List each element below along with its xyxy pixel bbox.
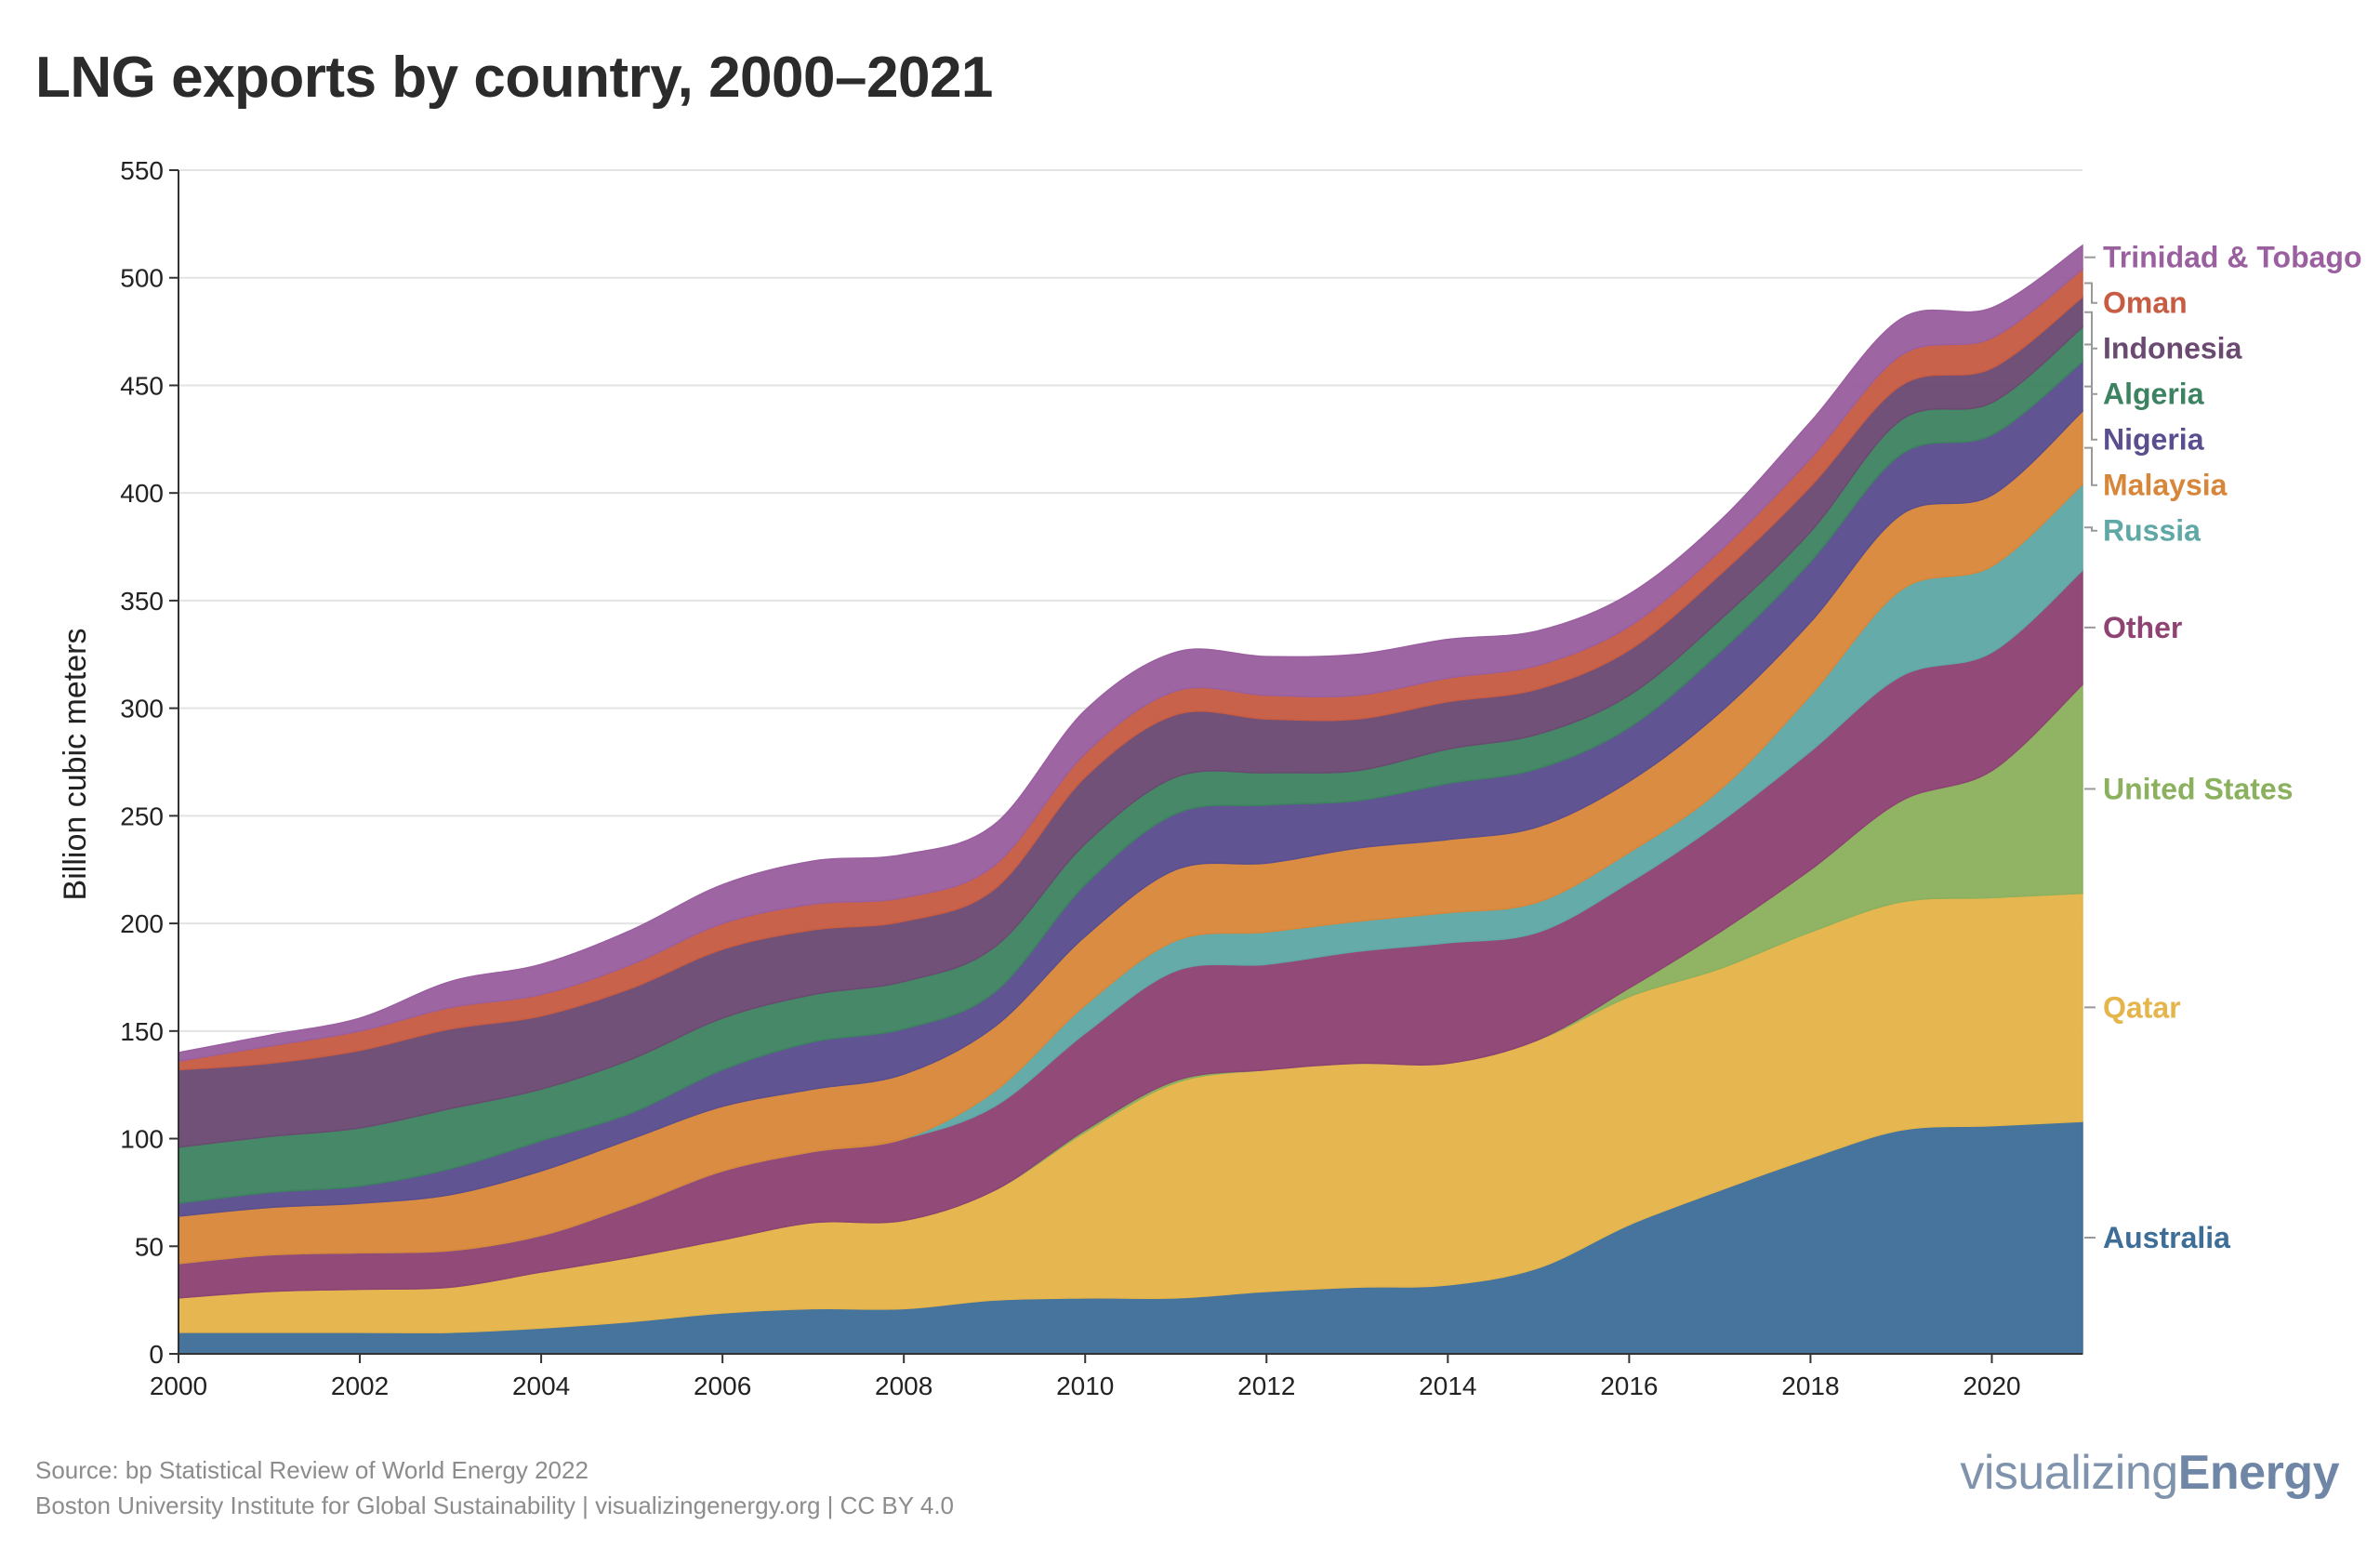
x-tick-label: 2014 — [1419, 1372, 1476, 1400]
label-leader-line — [2084, 385, 2097, 441]
series-label-trinidad-tobago: Trinidad & Tobago — [2103, 241, 2362, 274]
series-label-qatar: Qatar — [2103, 990, 2181, 1024]
axes: 0 50 100 150 200 250 300 350 400 450 500 550 2000 200… — [120, 156, 2082, 1400]
y-tick-label: 350 — [120, 587, 164, 616]
label-leader-line — [2084, 343, 2097, 395]
series-label-malaysia: Malaysia — [2103, 469, 2228, 502]
y-tick-label: 550 — [120, 156, 164, 185]
x-tick-label: 2006 — [694, 1372, 751, 1400]
series-label-algeria: Algeria — [2103, 378, 2204, 411]
x-tick-label: 2008 — [875, 1372, 932, 1400]
brand-bold-text: Energy — [2177, 1446, 2340, 1500]
y-tick-label: 150 — [120, 1017, 164, 1046]
credit-note: Boston University Institute for Global S… — [35, 1491, 955, 1519]
y-tick-label: 400 — [120, 479, 164, 508]
label-leader-line — [2084, 282, 2097, 304]
source-note: Source: bp Statistical Review of World E… — [35, 1456, 588, 1484]
y-tick-label: 100 — [120, 1125, 164, 1154]
label-leader-line — [2084, 446, 2097, 486]
x-tick-label: 2016 — [1600, 1372, 1658, 1400]
brand-light-text: visualizing — [1960, 1446, 2178, 1500]
y-tick-label: 50 — [135, 1232, 164, 1261]
series-label-australia: Australia — [2103, 1221, 2230, 1254]
brand-logo: visualizingEnergy — [1960, 1445, 2339, 1501]
x-tick-label: 2012 — [1237, 1372, 1295, 1400]
area-trinidad-tobago — [178, 244, 2083, 1063]
series-label-russia: Russia — [2103, 514, 2201, 548]
chart-title: LNG exports by country, 2000–2021 — [35, 46, 993, 110]
series-label-indonesia: Indonesia — [2103, 332, 2242, 365]
y-tick-label: 200 — [120, 909, 164, 938]
series-label-united-states: United States — [2103, 772, 2293, 805]
series-areas — [178, 244, 2083, 1355]
series-label-nigeria: Nigeria — [2103, 423, 2204, 457]
series-label-other: Other — [2103, 611, 2182, 644]
y-tick-label: 450 — [120, 371, 164, 400]
x-tick-label: 2018 — [1781, 1372, 1839, 1400]
x-tick-label: 2000 — [150, 1372, 207, 1400]
y-axis-label: Billion cubic meters — [58, 629, 93, 901]
series-label-oman: Oman — [2103, 286, 2188, 320]
y-tick-label: 0 — [149, 1340, 164, 1369]
label-leader-line — [2084, 311, 2097, 350]
y-tick-label: 250 — [120, 802, 164, 830]
series-labels: Trinidad & Tobago Oman Indonesia Algeria Nig… — [2084, 241, 2362, 1254]
y-tick-label: 300 — [120, 695, 164, 723]
label-leader-line — [2084, 526, 2097, 532]
x-tick-label: 2004 — [512, 1372, 570, 1400]
x-tick-label: 2010 — [1056, 1372, 1114, 1400]
x-tick-label: 2020 — [1963, 1372, 2020, 1400]
y-tick-label: 500 — [120, 264, 164, 293]
x-tick-label: 2002 — [331, 1372, 389, 1400]
